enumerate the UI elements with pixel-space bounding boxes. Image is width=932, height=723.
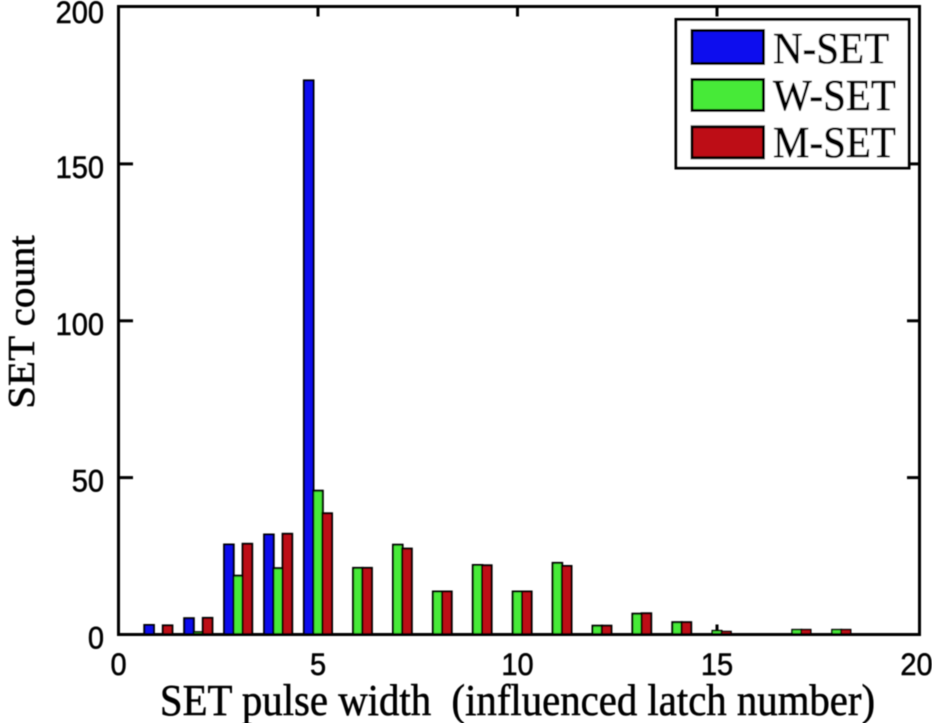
svg-text:0: 0: [88, 622, 104, 656]
svg-text:50: 50: [72, 465, 104, 499]
svg-text:SET pulse width (influenced l: SET pulse width (influenced latch number…: [160, 677, 875, 723]
svg-text:W-SET: W-SET: [773, 72, 896, 121]
svg-text:100: 100: [56, 308, 104, 342]
svg-text:15: 15: [701, 648, 733, 682]
svg-text:5: 5: [310, 648, 326, 682]
svg-text:SET count: SET count: [0, 235, 42, 409]
svg-text:150: 150: [56, 151, 104, 185]
svg-text:10: 10: [501, 648, 533, 682]
svg-text:20: 20: [900, 648, 932, 682]
svg-text:200: 200: [56, 0, 104, 30]
svg-text:M-SET: M-SET: [773, 119, 896, 168]
svg-text:N-SET: N-SET: [773, 25, 889, 74]
svg-text:0: 0: [110, 648, 126, 682]
